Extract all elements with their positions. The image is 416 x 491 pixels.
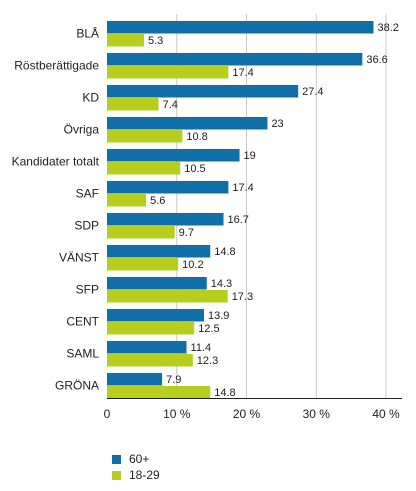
bar: [107, 213, 224, 226]
data-label: 19: [244, 150, 256, 162]
data-label: 27.4: [302, 86, 323, 98]
data-label: 9.7: [179, 227, 194, 239]
category-label: Övriga: [64, 123, 100, 137]
data-label: 13.9: [208, 310, 229, 322]
bar: [107, 21, 374, 34]
bar: [107, 117, 268, 130]
data-label: 5.6: [150, 195, 165, 207]
data-label: 12.3: [197, 355, 218, 367]
bar: [107, 66, 229, 79]
bar: [107, 130, 183, 143]
x-tick-label: 20 %: [233, 407, 261, 421]
bar: [107, 277, 207, 290]
data-label: 11.4: [191, 342, 212, 354]
bar: [107, 373, 163, 386]
bar: [107, 245, 211, 258]
data-label: 10.8: [186, 131, 207, 143]
data-label: 17.4: [232, 67, 253, 79]
category-label: BLÅ: [76, 26, 99, 41]
legend-label-60plus: 60+: [129, 452, 150, 466]
x-tick-label: 30 %: [303, 407, 331, 421]
category-label: SAF: [76, 187, 99, 201]
legend: 60+ 18-29: [112, 451, 160, 483]
category-label: Röstberättigade: [14, 59, 99, 73]
bar: [107, 309, 204, 322]
bar: [107, 354, 193, 367]
category-label: CENT: [66, 315, 99, 329]
data-label: 10.2: [182, 259, 203, 271]
data-label: 16.7: [228, 214, 249, 226]
category-label: GRÖNA: [55, 379, 99, 393]
bar: [107, 53, 363, 66]
bar: [107, 34, 144, 47]
data-label: 7.9: [166, 374, 181, 386]
data-label: 14.8: [214, 387, 235, 399]
bar: [107, 85, 299, 98]
data-label: 10.5: [184, 163, 205, 175]
data-label: 7.4: [163, 99, 178, 111]
data-label: 23: [271, 118, 283, 130]
bar: [107, 149, 240, 162]
bar: [107, 194, 147, 207]
data-label: 5.3: [148, 35, 163, 47]
category-label: SDP: [74, 219, 99, 233]
x-tick-label: 10 %: [163, 407, 191, 421]
legend-swatch-18-29: [112, 470, 121, 480]
data-label: 17.3: [232, 291, 253, 303]
data-label: 36.6: [366, 54, 387, 66]
bar: [107, 98, 159, 111]
legend-swatch-60plus: [112, 454, 121, 464]
category-label: Kandidater totalt: [12, 155, 100, 169]
data-label: 38.2: [377, 22, 398, 34]
bar: [107, 258, 179, 271]
legend-item-18-29: 18-29: [112, 467, 160, 483]
data-label: 14.8: [214, 246, 235, 258]
category-label: SFP: [76, 283, 99, 297]
category-label: KD: [82, 91, 99, 105]
bar: [107, 162, 181, 175]
bar: [107, 290, 228, 303]
bar: [107, 181, 229, 194]
data-label: 14.3: [211, 278, 232, 290]
category-label: VÄNST: [59, 251, 100, 265]
data-label: 17.4: [232, 182, 253, 194]
legend-label-18-29: 18-29: [129, 468, 160, 482]
bar: [107, 341, 187, 354]
x-tick-label: 0: [104, 407, 111, 421]
bar: [107, 386, 211, 399]
bar: [107, 226, 175, 239]
legend-item-60plus: 60+: [112, 451, 160, 467]
x-tick-label: 40 %: [372, 407, 400, 421]
category-label: SAML: [66, 347, 99, 361]
data-label: 12.5: [198, 323, 219, 335]
bar: [107, 322, 195, 335]
